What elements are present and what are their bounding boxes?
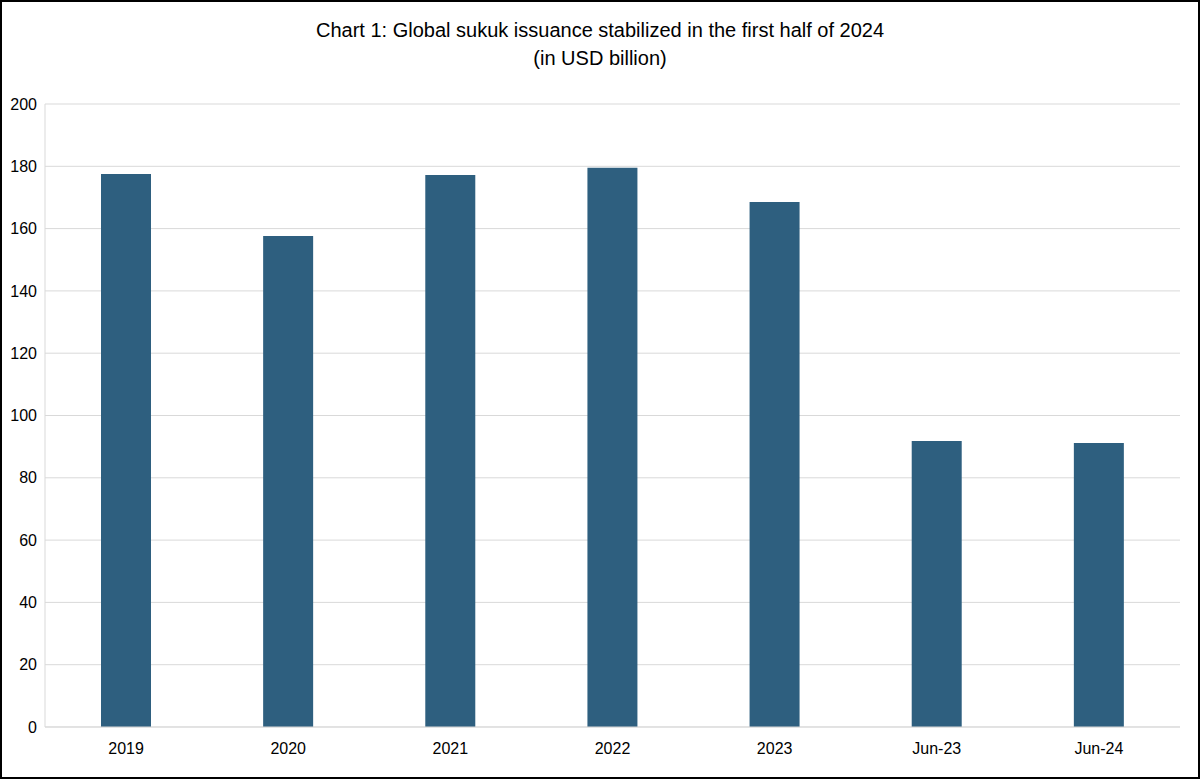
svg-text:100: 100 — [10, 407, 37, 424]
svg-text:0: 0 — [28, 719, 37, 736]
svg-text:60: 60 — [19, 532, 37, 549]
svg-text:120: 120 — [10, 345, 37, 362]
svg-text:140: 140 — [10, 283, 37, 300]
svg-text:20: 20 — [19, 656, 37, 673]
svg-text:2019: 2019 — [108, 740, 144, 757]
svg-text:160: 160 — [10, 220, 37, 237]
svg-text:2021: 2021 — [433, 740, 469, 757]
svg-text:Jun-24: Jun-24 — [1074, 740, 1123, 757]
html-text:(in USD billion): (in USD billion) — [533, 47, 667, 69]
svg-text:180: 180 — [10, 158, 37, 175]
svg-text:2023: 2023 — [757, 740, 793, 757]
svg-text:2022: 2022 — [595, 740, 631, 757]
html-text:Chart 1: Global sukuk issuance: Chart 1: Global sukuk issuance stabilize… — [316, 19, 884, 41]
svg-text:2020: 2020 — [270, 740, 306, 757]
svg-text:Jun-23: Jun-23 — [912, 740, 961, 757]
svg-text:80: 80 — [19, 469, 37, 486]
svg-text:40: 40 — [19, 594, 37, 611]
svg-text:200: 200 — [10, 96, 37, 113]
